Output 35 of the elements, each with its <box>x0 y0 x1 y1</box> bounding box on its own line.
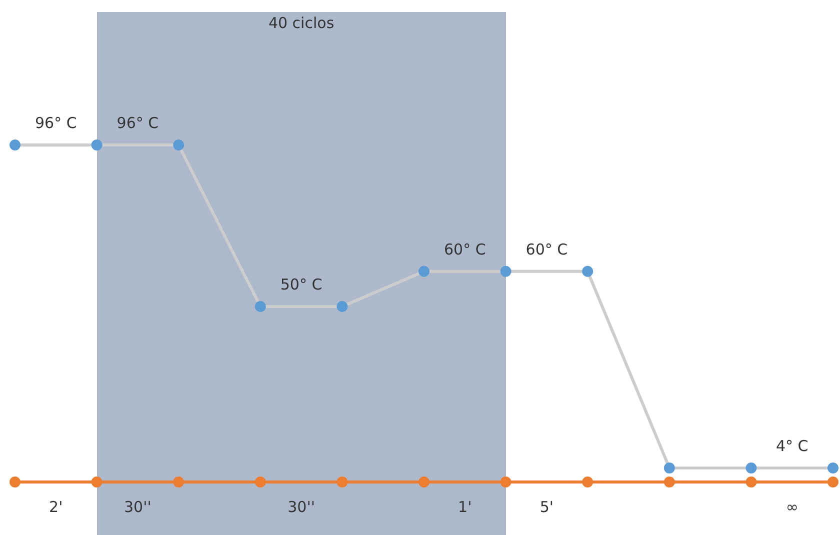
point <box>664 476 675 488</box>
point <box>173 476 184 488</box>
data-label: 96° C <box>116 114 159 132</box>
point <box>746 476 757 488</box>
point <box>828 476 838 488</box>
point <box>746 462 757 474</box>
point <box>582 266 594 277</box>
data-label: 50° C <box>280 275 322 294</box>
text: 2' <box>49 498 63 516</box>
text: 5' <box>540 498 554 516</box>
point <box>173 140 184 150</box>
point <box>254 300 266 312</box>
data-label: 96° C <box>34 114 77 132</box>
point <box>418 266 430 277</box>
point <box>91 476 102 488</box>
point <box>254 476 266 488</box>
data-label: 4° C <box>776 436 808 455</box>
text: 30'' <box>124 498 152 516</box>
point <box>500 266 512 277</box>
point <box>828 462 838 474</box>
data-label: 60° C <box>526 240 568 258</box>
point <box>91 140 102 150</box>
point <box>418 476 430 488</box>
point <box>336 476 348 488</box>
text: 40 ciclos <box>268 14 334 32</box>
point <box>500 476 512 488</box>
text: 1' <box>458 498 472 516</box>
data-label: 60° C <box>444 240 486 258</box>
point <box>664 462 675 474</box>
point <box>10 140 20 150</box>
text: 30'' <box>288 498 315 516</box>
point <box>582 476 594 488</box>
point <box>336 300 348 312</box>
point <box>10 476 20 488</box>
text: ∞ <box>786 498 798 516</box>
